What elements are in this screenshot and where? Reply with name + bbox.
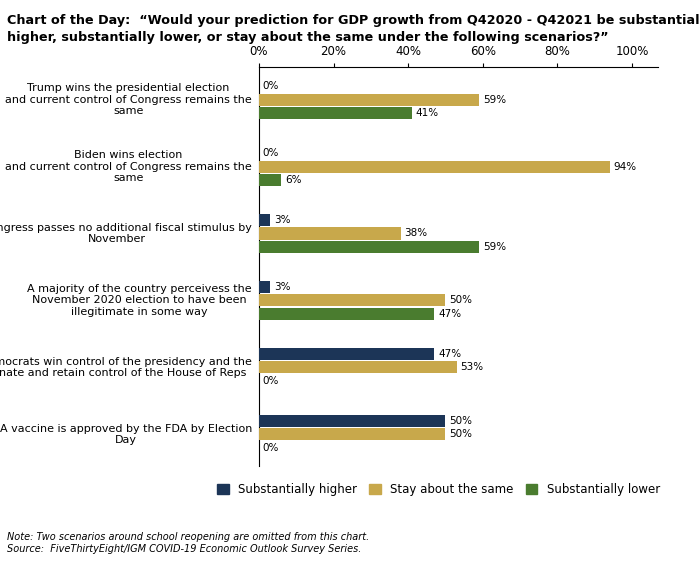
Text: 53%: 53% <box>461 362 484 373</box>
Bar <box>259 241 479 253</box>
Bar <box>259 281 270 293</box>
Bar <box>259 161 610 173</box>
Bar <box>259 294 445 306</box>
Text: 0%: 0% <box>262 81 279 91</box>
Bar <box>259 361 456 373</box>
Bar <box>259 93 479 106</box>
Text: 50%: 50% <box>449 296 473 305</box>
Text: 59%: 59% <box>483 94 506 105</box>
Text: 59%: 59% <box>483 242 506 252</box>
Text: 6%: 6% <box>285 175 302 185</box>
Text: 38%: 38% <box>405 229 428 238</box>
Text: higher, substantially lower, or stay about the same under the following scenario: higher, substantially lower, or stay abo… <box>7 31 608 44</box>
Text: 0%: 0% <box>262 443 279 453</box>
Bar <box>259 348 434 360</box>
Text: 47%: 47% <box>438 309 461 319</box>
Bar <box>259 228 400 239</box>
Text: 0%: 0% <box>262 376 279 386</box>
Text: Note: Two scenarios around school reopening are omitted from this chart.
Source:: Note: Two scenarios around school reopen… <box>7 532 370 554</box>
Text: 3%: 3% <box>274 215 290 225</box>
Bar <box>259 415 445 427</box>
Text: 3%: 3% <box>274 282 290 292</box>
Text: Chart of the Day:  “Would your prediction for GDP growth from Q42020 - Q42021 be: Chart of the Day: “Would your prediction… <box>7 14 700 27</box>
Bar <box>259 174 281 186</box>
Text: 50%: 50% <box>449 416 473 426</box>
Legend: Substantially higher, Stay about the same, Substantially lower: Substantially higher, Stay about the sam… <box>212 478 665 500</box>
Bar <box>259 428 445 441</box>
Text: 41%: 41% <box>416 108 439 118</box>
Text: 50%: 50% <box>449 429 473 439</box>
Text: 47%: 47% <box>438 349 461 359</box>
Bar <box>259 214 270 226</box>
Bar <box>259 107 412 119</box>
Text: 0%: 0% <box>262 148 279 158</box>
Text: 94%: 94% <box>613 161 636 171</box>
Bar <box>259 308 434 320</box>
